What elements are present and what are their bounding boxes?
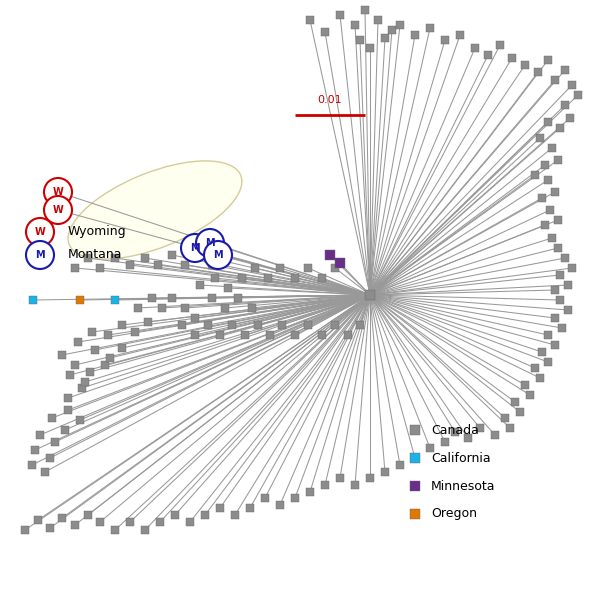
Ellipse shape: [68, 161, 242, 259]
Circle shape: [181, 234, 209, 262]
Text: Minnesota: Minnesota: [431, 480, 496, 493]
Text: W: W: [53, 205, 64, 215]
Text: California: California: [431, 451, 491, 464]
Circle shape: [44, 178, 72, 206]
Circle shape: [44, 196, 72, 224]
Text: Montana: Montana: [68, 248, 122, 262]
Text: 0.01: 0.01: [317, 95, 343, 105]
Circle shape: [26, 218, 54, 246]
Text: M: M: [205, 238, 215, 248]
Text: W: W: [53, 187, 64, 197]
Circle shape: [26, 241, 54, 269]
Text: Oregon: Oregon: [431, 508, 477, 521]
Text: M: M: [190, 243, 200, 253]
Text: Wyoming: Wyoming: [68, 225, 127, 238]
Text: M: M: [35, 250, 45, 260]
Text: W: W: [35, 227, 46, 237]
Circle shape: [204, 241, 232, 269]
Text: M: M: [213, 250, 223, 260]
Text: Canada: Canada: [431, 423, 479, 436]
Circle shape: [196, 229, 224, 257]
